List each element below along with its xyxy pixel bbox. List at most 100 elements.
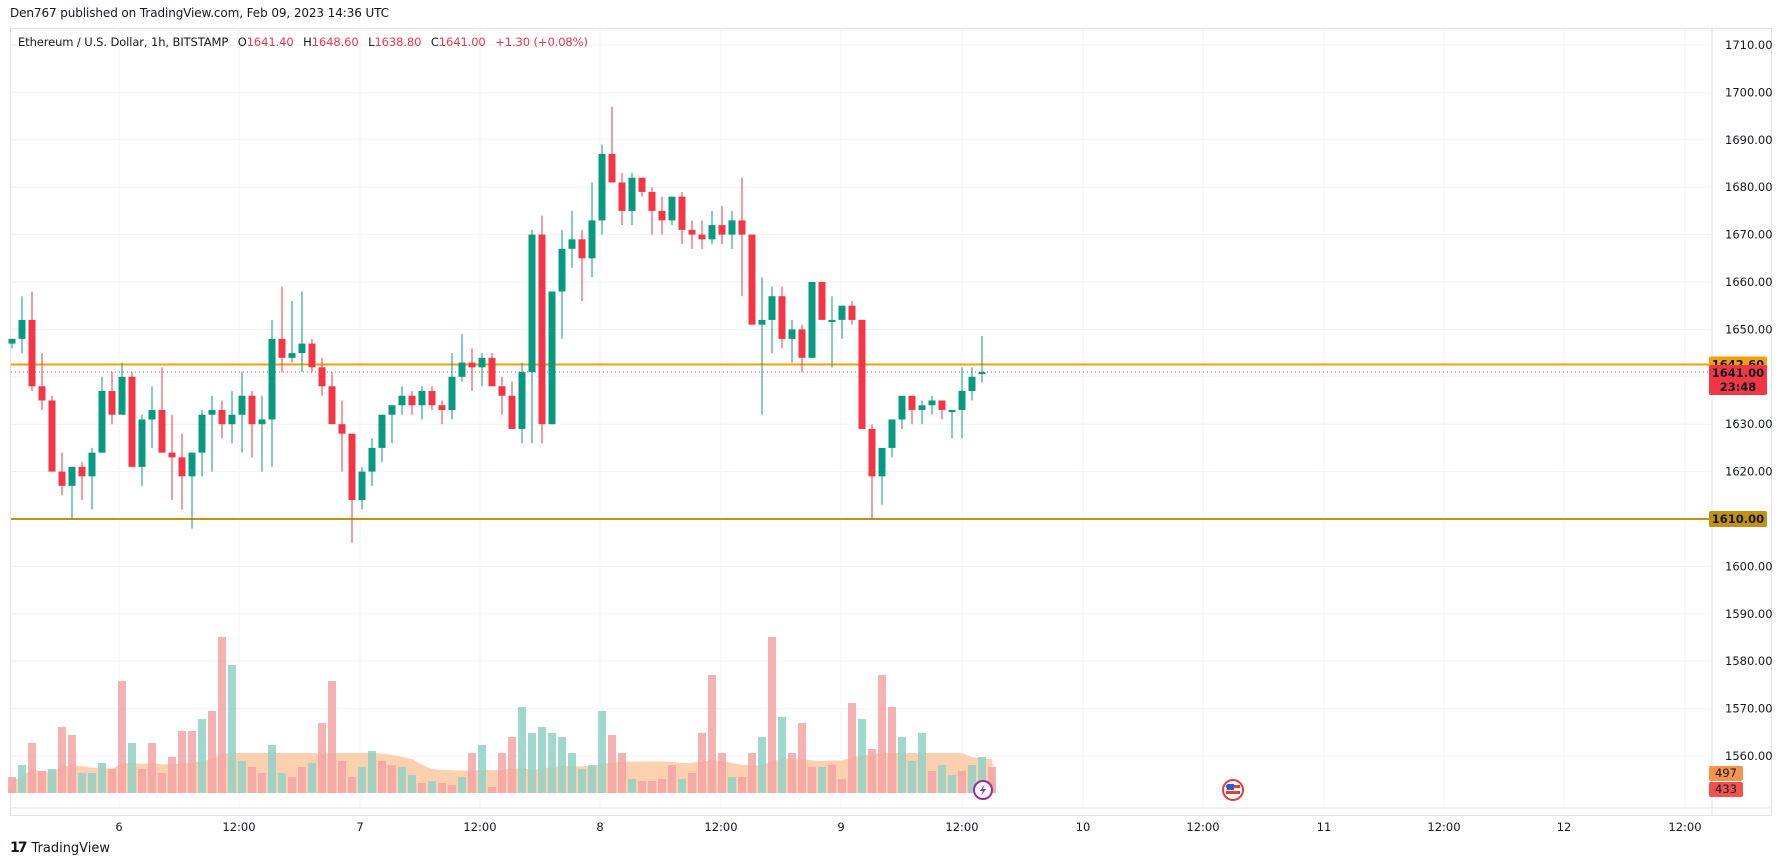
volume-bar — [398, 767, 406, 793]
volume-bar — [28, 743, 36, 793]
volume-bar — [468, 753, 476, 793]
price-axis-label: 1670.00 — [1725, 228, 1773, 242]
volume-bar — [928, 771, 936, 793]
volume-bar — [98, 763, 106, 793]
candle-body — [738, 220, 746, 235]
candle-body — [128, 376, 136, 467]
candle-body — [378, 414, 386, 448]
candle-body — [278, 338, 286, 358]
volume-bar — [278, 773, 286, 793]
candle-body — [768, 296, 776, 320]
candle-body — [218, 409, 226, 425]
volume-bar — [868, 749, 876, 793]
time-axis-label: 12:00 — [222, 820, 255, 834]
price-axis-label: 1710.00 — [1725, 38, 1773, 52]
footer-brand[interactable]: 17 TradingView — [10, 840, 110, 856]
volume-bar — [478, 745, 486, 793]
volume-bar — [168, 757, 176, 793]
volume-bar — [968, 765, 976, 793]
candle-body — [918, 405, 926, 410]
candle-body — [808, 282, 816, 358]
volume-bar — [748, 753, 756, 793]
price-axis-label: 1690.00 — [1725, 133, 1773, 147]
volume-bar — [388, 765, 396, 793]
volume-bar — [948, 775, 956, 793]
volume-bar — [138, 769, 146, 793]
close-value: 1641.00 — [438, 35, 486, 49]
volume-bar — [818, 767, 826, 793]
volume-ma-badge-text: 497 — [1715, 766, 1737, 780]
volume-bar — [698, 733, 706, 793]
candle-body — [688, 229, 696, 235]
candle-body — [8, 338, 16, 344]
volume-bar — [658, 779, 666, 793]
volume-bar — [498, 753, 506, 793]
time-axis-label: 10 — [1076, 820, 1091, 834]
volume-bar — [238, 761, 246, 793]
price-axis-label: 1590.00 — [1725, 607, 1773, 621]
candle-body — [178, 457, 186, 477]
volume-bar — [8, 777, 16, 793]
volume-bar — [828, 765, 836, 793]
candle-body — [848, 305, 856, 320]
price-axis-label: 1650.00 — [1725, 322, 1773, 336]
volume-bar — [728, 777, 736, 793]
volume-bar — [218, 637, 226, 793]
symbol-legend: Ethereum / U.S. Dollar, 1h, BITSTAMP O 16… — [18, 35, 588, 49]
volume-bar — [418, 783, 426, 793]
volume-bar — [488, 787, 496, 793]
volume-ma-badge — [1709, 766, 1743, 781]
candle-body — [878, 447, 886, 477]
symbol-title[interactable]: Ethereum / U.S. Dollar, 1h, BITSTAMP — [18, 35, 229, 49]
volume-bar — [768, 637, 776, 793]
volume-bar — [518, 707, 526, 793]
candle-body — [888, 419, 896, 448]
price-axis-label: 1700.00 — [1725, 85, 1773, 99]
candle-body — [508, 395, 516, 429]
volume-bar — [678, 779, 686, 793]
volume-bar — [298, 767, 306, 793]
volume-bar — [978, 757, 986, 793]
volume-bar — [988, 767, 996, 793]
volume-bar — [48, 769, 56, 793]
candle-body — [938, 400, 946, 410]
close-key: C — [430, 35, 439, 49]
time-axis-label: 7 — [356, 820, 363, 834]
support-price-badge — [1709, 511, 1767, 527]
volume-bar — [108, 769, 116, 793]
candle-body — [398, 395, 406, 406]
candle-body — [748, 234, 756, 325]
price-axis-label: 1570.00 — [1725, 702, 1773, 716]
candle-body — [58, 471, 66, 486]
volume-bar — [628, 779, 636, 793]
time-axis-label: 12:00 — [1186, 820, 1219, 834]
low-value: 1638.80 — [374, 35, 422, 49]
candle-body — [518, 372, 526, 429]
candle-body — [538, 234, 546, 425]
candle-body — [308, 343, 316, 368]
candle-body — [778, 296, 786, 339]
candle-body — [828, 319, 836, 322]
candle-body — [718, 225, 726, 235]
open-key: O — [237, 35, 247, 49]
candle-body — [38, 386, 46, 401]
candle-body — [458, 362, 466, 377]
candle-body — [138, 419, 146, 467]
chart-frame — [10, 28, 1772, 816]
volume-bar — [788, 753, 796, 793]
candle-body — [578, 239, 586, 259]
price-axis-label: 1630.00 — [1725, 417, 1773, 431]
volume-bar — [58, 727, 66, 793]
candle-body — [428, 391, 436, 406]
volume-bar — [668, 765, 676, 793]
volume-bar — [908, 761, 916, 793]
volume-badge — [1709, 782, 1743, 797]
volume-bar — [188, 731, 196, 793]
candle-body — [88, 452, 96, 477]
candle-body — [658, 210, 666, 221]
candle-body — [348, 433, 356, 501]
last-price-badge — [1709, 365, 1767, 396]
candle-body — [418, 391, 426, 406]
candle-body — [298, 343, 306, 354]
